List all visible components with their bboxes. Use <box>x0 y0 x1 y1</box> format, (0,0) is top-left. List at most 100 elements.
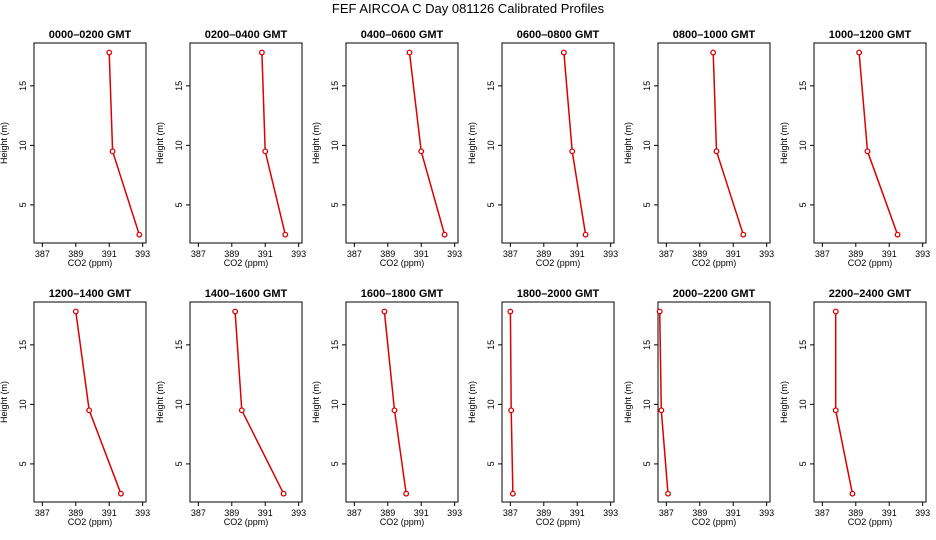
panel-9-x-tick-label: 387 <box>347 508 362 518</box>
panel-4-y-tick-label: 15 <box>486 81 496 91</box>
panel-4-x-tick-label: 389 <box>536 249 551 259</box>
panel-8-x-axis-label: CO2 (ppm) <box>224 517 269 527</box>
panel-12-y-axis-label: Height (m) <box>779 381 789 423</box>
panel-10-x-tick-label: 391 <box>570 508 585 518</box>
panel-12-y-tick-label: 10 <box>798 399 808 409</box>
panel-1-data-point <box>136 231 143 238</box>
panel-9-y-tick-label: 10 <box>330 399 340 409</box>
panel-2-y-tick-label: 10 <box>174 140 184 150</box>
panel-12-data-point <box>832 407 839 414</box>
panel-10-data-point <box>508 407 515 414</box>
panel-9-data-point <box>381 308 388 315</box>
panel-5-y-tick-label: 15 <box>642 81 652 91</box>
panel-3-y-tick-label: 5 <box>330 202 340 207</box>
panel-7-y-tick-label: 15 <box>18 340 28 350</box>
panel-10-data-point <box>507 308 514 315</box>
panel-5-x-tick-label: 389 <box>692 249 707 259</box>
panel-2-x-tick-label: 389 <box>224 249 239 259</box>
panel-5-data-point <box>713 148 720 155</box>
panel-11-x-tick-label: 393 <box>759 508 774 518</box>
panel-10-frame <box>501 301 615 503</box>
panel-1-x-tick-label: 389 <box>68 249 83 259</box>
panel-6-y-tick-label: 15 <box>798 81 808 91</box>
panel-11-x-tick-label: 391 <box>726 508 741 518</box>
panel-6-data-point <box>856 49 863 56</box>
panel-9-y-tick-label: 5 <box>330 461 340 466</box>
panel-5-y-axis-label: Height (m) <box>623 122 633 164</box>
panel-1-y-tick-label: 15 <box>18 81 28 91</box>
panel-3-data-point <box>418 148 425 155</box>
panel-7-x-tick-label: 387 <box>35 508 50 518</box>
panel-11-y-tick-label: 10 <box>642 399 652 409</box>
panel-4-data-point <box>560 49 567 56</box>
panel-8-data-point <box>280 490 287 497</box>
panel-3-x-tick-label: 389 <box>380 249 395 259</box>
panel-1-profile-line <box>108 52 141 235</box>
panel-12-data-point <box>849 490 856 497</box>
panel-12-x-tick-label: 387 <box>815 508 830 518</box>
panel-5-y-tick-label: 10 <box>642 140 652 150</box>
panel-12-x-tick-label: 391 <box>882 508 897 518</box>
panel-7-x-axis-label: CO2 (ppm) <box>68 517 113 527</box>
panel-11-profile-line <box>658 311 669 494</box>
panel-2-y-tick-label: 5 <box>174 202 184 207</box>
panel-8-x-tick-label: 389 <box>224 508 239 518</box>
panel-4-x-tick-label: 391 <box>570 249 585 259</box>
panel-11-y-tick-label: 15 <box>642 340 652 350</box>
panel-8-data-point <box>232 308 239 315</box>
panel-9-x-tick-label: 389 <box>380 508 395 518</box>
panel-12-y-tick-label: 5 <box>798 461 808 466</box>
panel-10-x-tick-label: 389 <box>536 508 551 518</box>
panel-4-title: 0600–0800 GMT <box>517 29 600 41</box>
panel-5-x-tick-label: 391 <box>726 249 741 259</box>
panel-2-x-tick-label: 393 <box>291 249 306 259</box>
panel-3-x-tick-label: 393 <box>447 249 462 259</box>
panel-6-data-point <box>864 148 871 155</box>
panel-7-data-point <box>117 490 124 497</box>
panel-12-frame <box>813 301 927 503</box>
panel-1-y-tick-label: 10 <box>18 140 28 150</box>
panel-1-x-tick-label: 393 <box>135 249 150 259</box>
panel-10-y-tick-label: 10 <box>486 399 496 409</box>
panel-4-y-tick-label: 10 <box>486 140 496 150</box>
panel-7-x-tick-label: 391 <box>102 508 117 518</box>
panel-5-y-tick-label: 5 <box>642 202 652 207</box>
panel-10-x-tick-label: 387 <box>503 508 518 518</box>
panel-6-y-tick-label: 5 <box>798 202 808 207</box>
panel-1-y-axis-label: Height (m) <box>0 122 9 164</box>
panel-11-data-point <box>656 308 663 315</box>
panel-10-x-tick-label: 393 <box>603 508 618 518</box>
panel-12-data-point <box>832 308 839 315</box>
panel-9-data-point <box>391 407 398 414</box>
panel-6-data-point <box>894 231 901 238</box>
panel-12-x-axis-label: CO2 (ppm) <box>848 517 893 527</box>
panel-8-title: 1400–1600 GMT <box>205 288 288 300</box>
panel-8-frame <box>189 301 303 503</box>
panel-6-frame <box>813 42 927 244</box>
panel-12-profile-line <box>834 311 854 494</box>
panel-4-x-tick-label: 387 <box>503 249 518 259</box>
panel-2-y-axis-label: Height (m) <box>155 122 165 164</box>
panel-2-data-point <box>262 148 269 155</box>
panel-8-x-tick-label: 391 <box>258 508 273 518</box>
panel-8-data-point <box>238 407 245 414</box>
panel-11-x-tick-label: 389 <box>692 508 707 518</box>
panel-8-x-tick-label: 393 <box>291 508 306 518</box>
panel-10-y-tick-label: 15 <box>486 340 496 350</box>
panel-6-x-tick-label: 391 <box>882 249 897 259</box>
panel-3-frame <box>345 42 459 244</box>
panel-11-y-tick-label: 5 <box>642 461 652 466</box>
panel-9-y-axis-label: Height (m) <box>311 381 321 423</box>
panel-3-data-point <box>406 49 413 56</box>
panel-6-profile-line <box>858 52 899 235</box>
panel-4-x-axis-label: CO2 (ppm) <box>536 258 581 268</box>
panel-2-frame <box>189 42 303 244</box>
panel-4-data-point <box>582 231 589 238</box>
panel-8-profile-line <box>234 311 285 495</box>
panel-10-y-axis-label: Height (m) <box>467 381 477 423</box>
panel-10-title: 1800–2000 GMT <box>517 288 600 300</box>
panel-6-x-tick-label: 393 <box>915 249 930 259</box>
panel-4-data-point <box>569 148 576 155</box>
panel-5-profile-line <box>712 52 745 235</box>
panel-4-y-axis-label: Height (m) <box>467 122 477 164</box>
